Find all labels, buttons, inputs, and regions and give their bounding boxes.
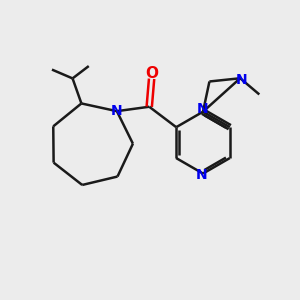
Text: N: N [197, 102, 209, 116]
Text: O: O [145, 66, 158, 81]
Text: N: N [196, 168, 207, 182]
Text: N: N [111, 104, 123, 118]
Text: N: N [236, 73, 248, 87]
